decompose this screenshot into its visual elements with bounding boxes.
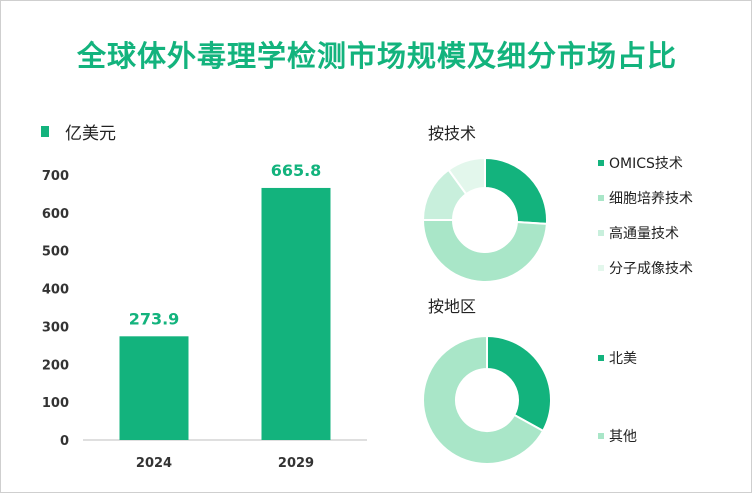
legend-item: OMICS技术 <box>598 153 683 173</box>
tech-section-title: 按技术 <box>428 124 477 143</box>
legend-label: 细胞培养技术 <box>609 191 693 207</box>
legend-label: OMICS技术 <box>609 156 683 172</box>
unit-legend-swatch <box>41 126 49 137</box>
legend-label: 高通量技术 <box>609 226 679 242</box>
y-tick-label: 500 <box>42 245 69 260</box>
x-tick-label: 2029 <box>278 456 314 471</box>
y-tick-label: 600 <box>42 207 69 222</box>
legend-label: 北美 <box>609 351 637 367</box>
legend-item: 其他 <box>598 426 637 446</box>
legend-swatch <box>598 160 604 166</box>
y-tick-label: 100 <box>42 396 69 411</box>
bar-value-label: 273.9 <box>129 309 180 328</box>
y-tick-label: 0 <box>60 434 69 449</box>
legend-item: 高通量技术 <box>598 223 679 243</box>
donut-slice <box>486 334 552 433</box>
donut-slice <box>422 334 545 465</box>
legend-swatch <box>598 355 604 361</box>
bar <box>119 336 189 440</box>
region-section-title: 按地区 <box>428 297 477 316</box>
legend-label: 分子成像技术 <box>609 261 693 277</box>
legend-item: 分子成像技术 <box>598 258 693 278</box>
x-tick-label: 2024 <box>136 456 172 471</box>
bar-value-label: 665.8 <box>271 161 322 180</box>
legend-label: 其他 <box>609 429 637 445</box>
bar <box>261 187 331 440</box>
legend-swatch <box>598 230 604 236</box>
chart-title: 全球体外毒理学检测市场规模及细分市场占比 <box>76 39 677 73</box>
legend-swatch <box>598 195 604 201</box>
legend-swatch <box>598 433 604 439</box>
unit-legend: 亿美元 <box>41 119 116 144</box>
legend-item: 北美 <box>598 348 637 368</box>
donut-slice <box>447 156 486 196</box>
unit-legend-label: 亿美元 <box>65 124 116 144</box>
y-tick-label: 300 <box>42 320 69 335</box>
donut-slice <box>421 219 548 283</box>
y-tick-label: 700 <box>42 169 69 184</box>
legend-swatch <box>598 265 604 271</box>
legend-item: 细胞培养技术 <box>598 188 693 208</box>
y-tick-label: 200 <box>42 358 69 373</box>
y-tick-label: 400 <box>42 283 69 298</box>
